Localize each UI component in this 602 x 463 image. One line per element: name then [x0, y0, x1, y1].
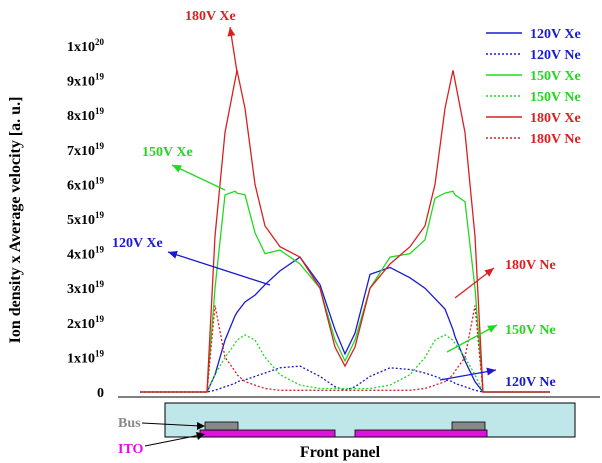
- y-tick-label: 1x1020: [67, 37, 105, 55]
- y-tick-label-base: 6x10: [67, 178, 95, 193]
- y-tick-label: 3x1019: [67, 279, 105, 297]
- diagram-caption: Front panel: [300, 444, 381, 461]
- arrow: [144, 434, 201, 447]
- y-tick-label-exponent: 19: [95, 314, 105, 324]
- y-tick-label-base: 1x10: [67, 351, 95, 366]
- y-tick-label-exponent: 19: [95, 348, 105, 358]
- y-tick-label-exponent: 20: [95, 37, 105, 47]
- annotation-arrow: [171, 164, 226, 191]
- y-tick-label: 5x1019: [67, 210, 105, 228]
- line: [140, 190, 550, 393]
- arrow: [141, 422, 201, 427]
- y-tick-label: 4x1019: [67, 245, 105, 263]
- arrowhead: [197, 422, 205, 430]
- y-tick-label-exponent: 19: [95, 279, 105, 289]
- annotation-arrowhead: [484, 268, 494, 277]
- annotation: 120V Ne: [505, 375, 556, 390]
- y-tick-label: 6x1019: [67, 175, 105, 193]
- annotation-arrow: [167, 251, 271, 286]
- annotation: 180V Ne: [505, 258, 556, 273]
- y-tick-label-base: 5x10: [67, 213, 95, 228]
- y-tick-label: 8x1019: [67, 106, 105, 124]
- annotation: 180V Xe: [185, 9, 236, 24]
- legend-label: 180V Xe: [530, 111, 581, 126]
- annotation-arrowhead: [227, 27, 236, 37]
- legend-label: 120V Xe: [530, 27, 581, 42]
- line: [140, 334, 550, 393]
- y-tick-label: 1x1019: [67, 348, 105, 366]
- y-tick-label-base: 8x10: [67, 109, 95, 124]
- legend-label: 150V Ne: [530, 90, 581, 105]
- y-tick-label-base: 3x10: [67, 282, 95, 297]
- bus-electrode: [204, 421, 239, 431]
- line: [140, 365, 550, 393]
- line: [140, 70, 550, 393]
- annotation-arrowhead: [172, 165, 182, 173]
- y-tick-label-base: 2x10: [67, 317, 95, 332]
- y-tick-label: 9x1019: [67, 72, 105, 90]
- legend-label: 150V Xe: [530, 69, 581, 84]
- y-tick-label-exponent: 19: [95, 245, 105, 255]
- y-tick-label-base: 9x10: [67, 75, 95, 90]
- annotation-arrow: [446, 324, 498, 353]
- legend-label: 120V Ne: [530, 48, 581, 63]
- y-tick-label-exponent: 19: [95, 106, 105, 116]
- bus-label: Bus: [118, 416, 141, 431]
- annotation: 150V Ne: [505, 323, 556, 338]
- line: [140, 305, 550, 393]
- y-tick-label-base: 1x10: [67, 40, 95, 55]
- bus-electrode: [451, 421, 486, 431]
- annotation: 120V Xe: [112, 236, 163, 251]
- y-tick-label: 2x1019: [67, 314, 105, 332]
- arrowhead: [196, 432, 205, 440]
- y-tick-label-base: 7x10: [67, 144, 95, 159]
- annotation: 150V Xe: [142, 145, 193, 160]
- annotation-arrow: [439, 369, 497, 381]
- y-tick-label: 7x1019: [67, 141, 105, 159]
- y-tick-label-exponent: 19: [95, 210, 105, 220]
- ito-label: ITO: [118, 442, 144, 457]
- ito-electrode: [199, 429, 336, 438]
- legend-label: 180V Ne: [530, 132, 581, 147]
- y-axis-label: Ion density x Average velocity [a. u.]: [7, 97, 24, 344]
- annotation-arrowhead: [168, 250, 178, 259]
- y-tick-label-exponent: 19: [95, 72, 105, 82]
- annotation-arrowhead: [487, 325, 497, 333]
- line: [140, 256, 550, 393]
- y-tick-label: 0: [97, 386, 104, 401]
- y-tick-label-exponent: 19: [95, 141, 105, 151]
- y-tick-label-exponent: 19: [95, 175, 105, 185]
- ito-electrode: [354, 429, 488, 438]
- annotation-arrowhead: [486, 367, 496, 376]
- y-tick-label-base: 4x10: [67, 248, 95, 263]
